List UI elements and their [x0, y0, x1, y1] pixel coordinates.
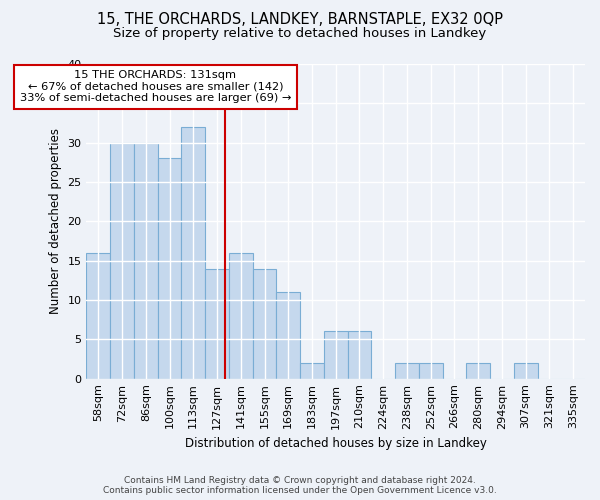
X-axis label: Distribution of detached houses by size in Landkey: Distribution of detached houses by size …	[185, 437, 487, 450]
Bar	[158, 158, 181, 378]
Bar	[347, 332, 371, 378]
Bar	[134, 142, 158, 378]
Bar	[419, 363, 443, 378]
Bar	[110, 142, 134, 378]
Bar	[253, 268, 277, 378]
Bar	[205, 268, 229, 378]
Bar	[324, 332, 347, 378]
Bar	[277, 292, 300, 378]
Text: Size of property relative to detached houses in Landkey: Size of property relative to detached ho…	[113, 28, 487, 40]
Text: 15, THE ORCHARDS, LANDKEY, BARNSTAPLE, EX32 0QP: 15, THE ORCHARDS, LANDKEY, BARNSTAPLE, E…	[97, 12, 503, 28]
Text: Contains HM Land Registry data © Crown copyright and database right 2024.
Contai: Contains HM Land Registry data © Crown c…	[103, 476, 497, 495]
Text: 15 THE ORCHARDS: 131sqm
← 67% of detached houses are smaller (142)
33% of semi-d: 15 THE ORCHARDS: 131sqm ← 67% of detache…	[20, 70, 291, 104]
Bar	[181, 127, 205, 378]
Bar	[86, 253, 110, 378]
Bar	[466, 363, 490, 378]
Bar	[395, 363, 419, 378]
Bar	[300, 363, 324, 378]
Y-axis label: Number of detached properties: Number of detached properties	[49, 128, 62, 314]
Bar	[514, 363, 538, 378]
Bar	[229, 253, 253, 378]
